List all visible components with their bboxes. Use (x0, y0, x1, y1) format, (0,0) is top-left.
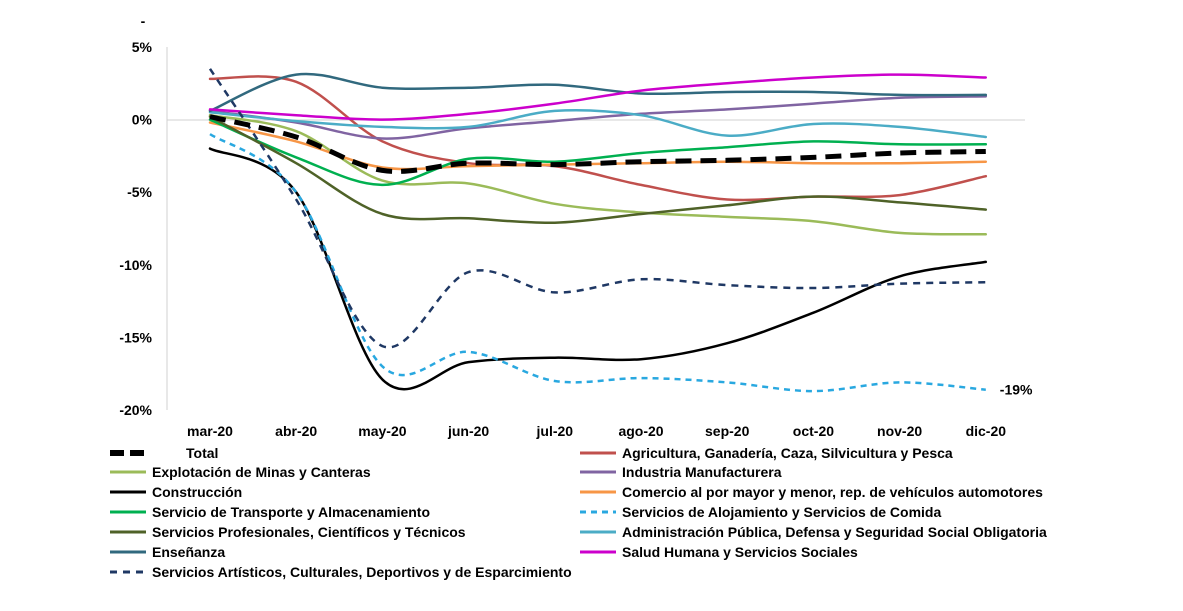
legend-label-12: Servicios Artísticos, Culturales, Deport… (152, 564, 572, 580)
legend-label-8: Servicios Profesionales, Científicos y T… (152, 524, 466, 540)
x-axis-ticks: mar-20 abr-20 may-20 jun-20 jul-20 ago-20 sep-… (187, 423, 1006, 439)
legend-label-4: Construcción (152, 484, 242, 500)
series-line-7 (209, 133, 986, 393)
series-line-1 (208, 75, 988, 202)
legend-label-3: Industria Manufacturera (622, 464, 782, 480)
x-tick-label: may-20 (358, 423, 406, 439)
series-line-0 (209, 114, 986, 174)
series-line-11 (208, 73, 988, 121)
legend-label-1: Agricultura, Ganadería, Caza, Silvicultu… (622, 445, 953, 461)
x-tick-label: oct-20 (793, 423, 834, 439)
x-tick-label: jul-20 (536, 423, 574, 439)
series-line-9 (208, 108, 988, 139)
x-tick-label: mar-20 (187, 423, 233, 439)
series-line-6 (208, 118, 988, 187)
x-tick-label: dic-20 (966, 423, 1007, 439)
y-tick-label: -20% (119, 402, 152, 418)
legend: Total Agricultura, Ganadería, Caza, Silvi… (110, 445, 1047, 580)
x-tick-label: sep-20 (705, 423, 750, 439)
legend-label-11: Salud Humana y Servicios Sociales (622, 544, 858, 560)
legend-label-5: Comercio al por mayor y menor, rep. de v… (622, 484, 1043, 500)
annotations: -19% (1000, 382, 1033, 398)
series-line-10 (208, 72, 988, 113)
y-tick-label: -10% (119, 257, 152, 273)
series-line-4 (208, 147, 988, 391)
x-tick-label: ago-20 (618, 423, 663, 439)
legend-label-7: Servicios de Alojamiento y Servicios de … (622, 504, 941, 520)
y-tick-label: 0% (132, 112, 153, 128)
series-line-8 (208, 115, 988, 225)
y-tick-label: -15% (119, 329, 152, 345)
chart-top-mark: - (141, 13, 146, 29)
y-tick-label: 5% (132, 39, 153, 55)
legend-label-2: Explotación de Minas y Canteras (152, 464, 371, 480)
x-tick-label: jun-20 (447, 423, 489, 439)
series-lines (208, 68, 988, 393)
y-axis-ticks: 5% 0% -5% -10% -15% -20% (119, 39, 152, 418)
legend-label-6: Servicio de Transporte y Almacenamiento (152, 504, 430, 520)
legend-label-10: Enseñanza (152, 544, 225, 560)
annotation-label: -19% (1000, 382, 1033, 398)
x-tick-label: abr-20 (275, 423, 317, 439)
legend-label-9: Administración Pública, Defensa y Seguri… (622, 524, 1047, 540)
legend-label-0: Total (186, 445, 218, 461)
x-tick-label: nov-20 (877, 423, 922, 439)
y-tick-label: -5% (127, 184, 152, 200)
series-line-3 (208, 95, 988, 140)
